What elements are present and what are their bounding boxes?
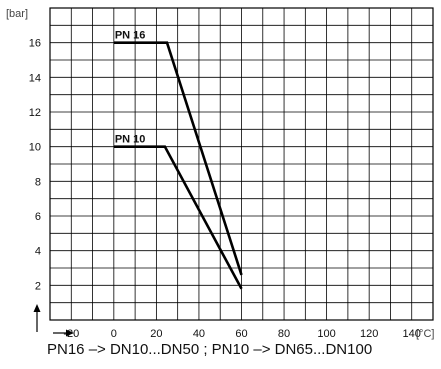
y-tick-label: 8 [35, 176, 41, 188]
y-tick-labels: 2 4 6 8 10 12 14 16 [29, 38, 41, 293]
y-tick-label: 10 [29, 142, 41, 154]
y-tick-label: 14 [29, 72, 41, 84]
y-axis-unit: [bar] [6, 8, 28, 20]
caption: PN16 –> DN10...DN50 ; PN10 –> DN65...DN1… [47, 341, 373, 358]
x-tick-label: 40 [193, 328, 205, 340]
series: PN 16 PN 10 [113, 30, 243, 290]
y-tick-label: 4 [35, 246, 41, 258]
series-label: PN 10 [115, 134, 146, 146]
x-tick-label: 20 [150, 328, 162, 340]
y-tick-label: 12 [29, 107, 41, 119]
x-tick-label: 120 [360, 328, 378, 340]
y-tick-label: 2 [35, 280, 41, 292]
grid [49, 7, 434, 321]
x-tick-label: 60 [235, 328, 247, 340]
x-tick-label: 80 [278, 328, 290, 340]
y-axis-arrow-icon [33, 304, 41, 312]
x-tick-labels: -20 0 20 40 60 80 100 120 140 [63, 328, 421, 340]
x-axis-unit: [°C] [416, 328, 434, 340]
y-tick-label: 16 [29, 38, 41, 50]
y-tick-label: 6 [35, 211, 41, 223]
x-tick-label: 100 [317, 328, 335, 340]
x-tick-label: 140 [403, 328, 421, 340]
axes [33, 304, 74, 337]
series-line-pn10 [113, 145, 243, 290]
series-label: PN 16 [115, 30, 146, 42]
series-line-pn16 [113, 41, 243, 276]
x-tick-label: -20 [63, 328, 79, 340]
x-axis-arrow-icon [66, 329, 74, 337]
x-tick-label: 0 [111, 328, 117, 340]
